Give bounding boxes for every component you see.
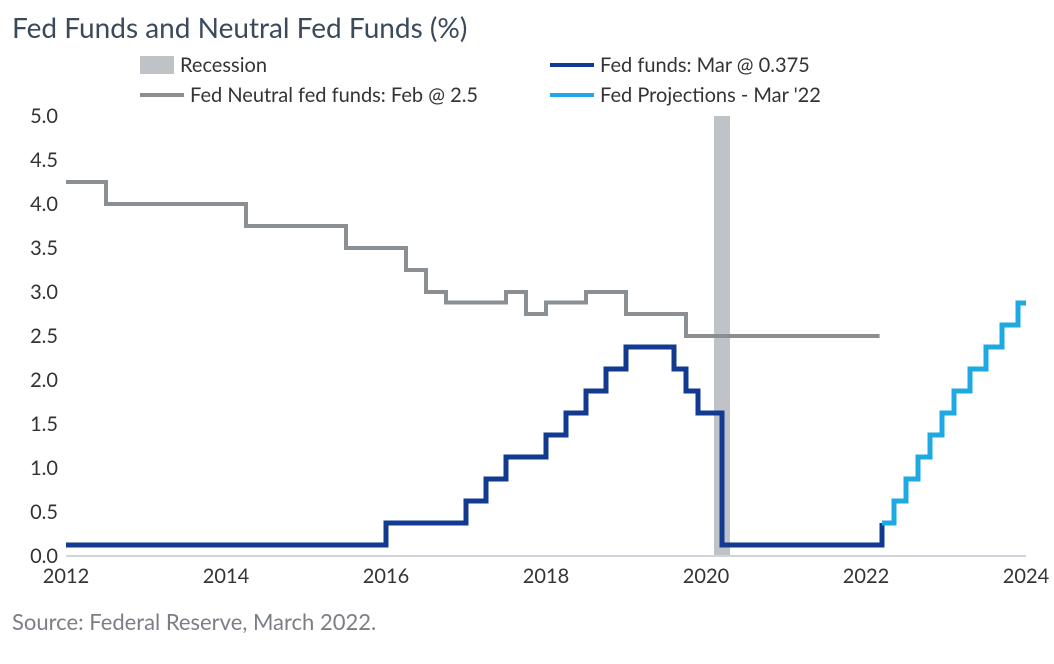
legend-label: Recession xyxy=(180,53,267,77)
legend: Recession Fed funds: Mar @ 0.375 Fed Neu… xyxy=(140,50,1034,110)
chart-title: Fed Funds and Neutral Fed Funds (%) xyxy=(12,10,1034,44)
legend-item-neutral: Fed Neutral fed funds: Feb @ 2.5 xyxy=(140,80,550,110)
source-text: Source: Federal Reserve, March 2022. xyxy=(12,608,1034,635)
fed-funds-swatch xyxy=(550,63,594,67)
legend-label: Fed funds: Mar @ 0.375 xyxy=(600,53,810,77)
x-tick-label: 2014 xyxy=(203,564,249,588)
x-tick-label: 2024 xyxy=(1003,564,1049,588)
legend-item-projections: Fed Projections - Mar '22 xyxy=(550,80,960,110)
x-tick-label: 2018 xyxy=(523,564,569,588)
y-tick-label: 5.0 xyxy=(30,104,58,128)
series-projections xyxy=(882,303,1026,523)
y-tick-label: 2.0 xyxy=(30,368,58,392)
plot-svg xyxy=(66,116,1026,556)
y-tick-label: 2.5 xyxy=(30,324,58,348)
legend-item-recession: Recession xyxy=(140,50,550,80)
y-tick-label: 1.0 xyxy=(30,456,58,480)
x-tick-label: 2020 xyxy=(683,564,729,588)
legend-label: Fed Neutral fed funds: Feb @ 2.5 xyxy=(190,83,478,107)
y-tick-label: 3.5 xyxy=(30,236,58,260)
x-tick-label: 2022 xyxy=(843,564,889,588)
x-tick-label: 2016 xyxy=(363,564,409,588)
legend-label: Fed Projections - Mar '22 xyxy=(600,83,821,107)
legend-item-fed-funds: Fed funds: Mar @ 0.375 xyxy=(550,50,960,80)
x-tick-label: 2012 xyxy=(43,564,89,588)
recession-swatch xyxy=(140,56,174,74)
series-fed_funds xyxy=(66,347,882,545)
neutral-swatch xyxy=(140,93,184,97)
y-tick-label: 0.5 xyxy=(30,500,58,524)
y-tick-label: 4.5 xyxy=(30,148,58,172)
chart-container: Fed Funds and Neutral Fed Funds (%) Rece… xyxy=(0,0,1054,664)
projections-swatch xyxy=(550,93,594,97)
plot-area: 0.00.51.01.52.02.53.03.54.04.55.02012201… xyxy=(66,116,1026,556)
y-tick-label: 3.0 xyxy=(30,280,58,304)
y-tick-label: 4.0 xyxy=(30,192,58,216)
y-tick-label: 1.5 xyxy=(30,412,58,436)
series-neutral xyxy=(66,182,880,336)
